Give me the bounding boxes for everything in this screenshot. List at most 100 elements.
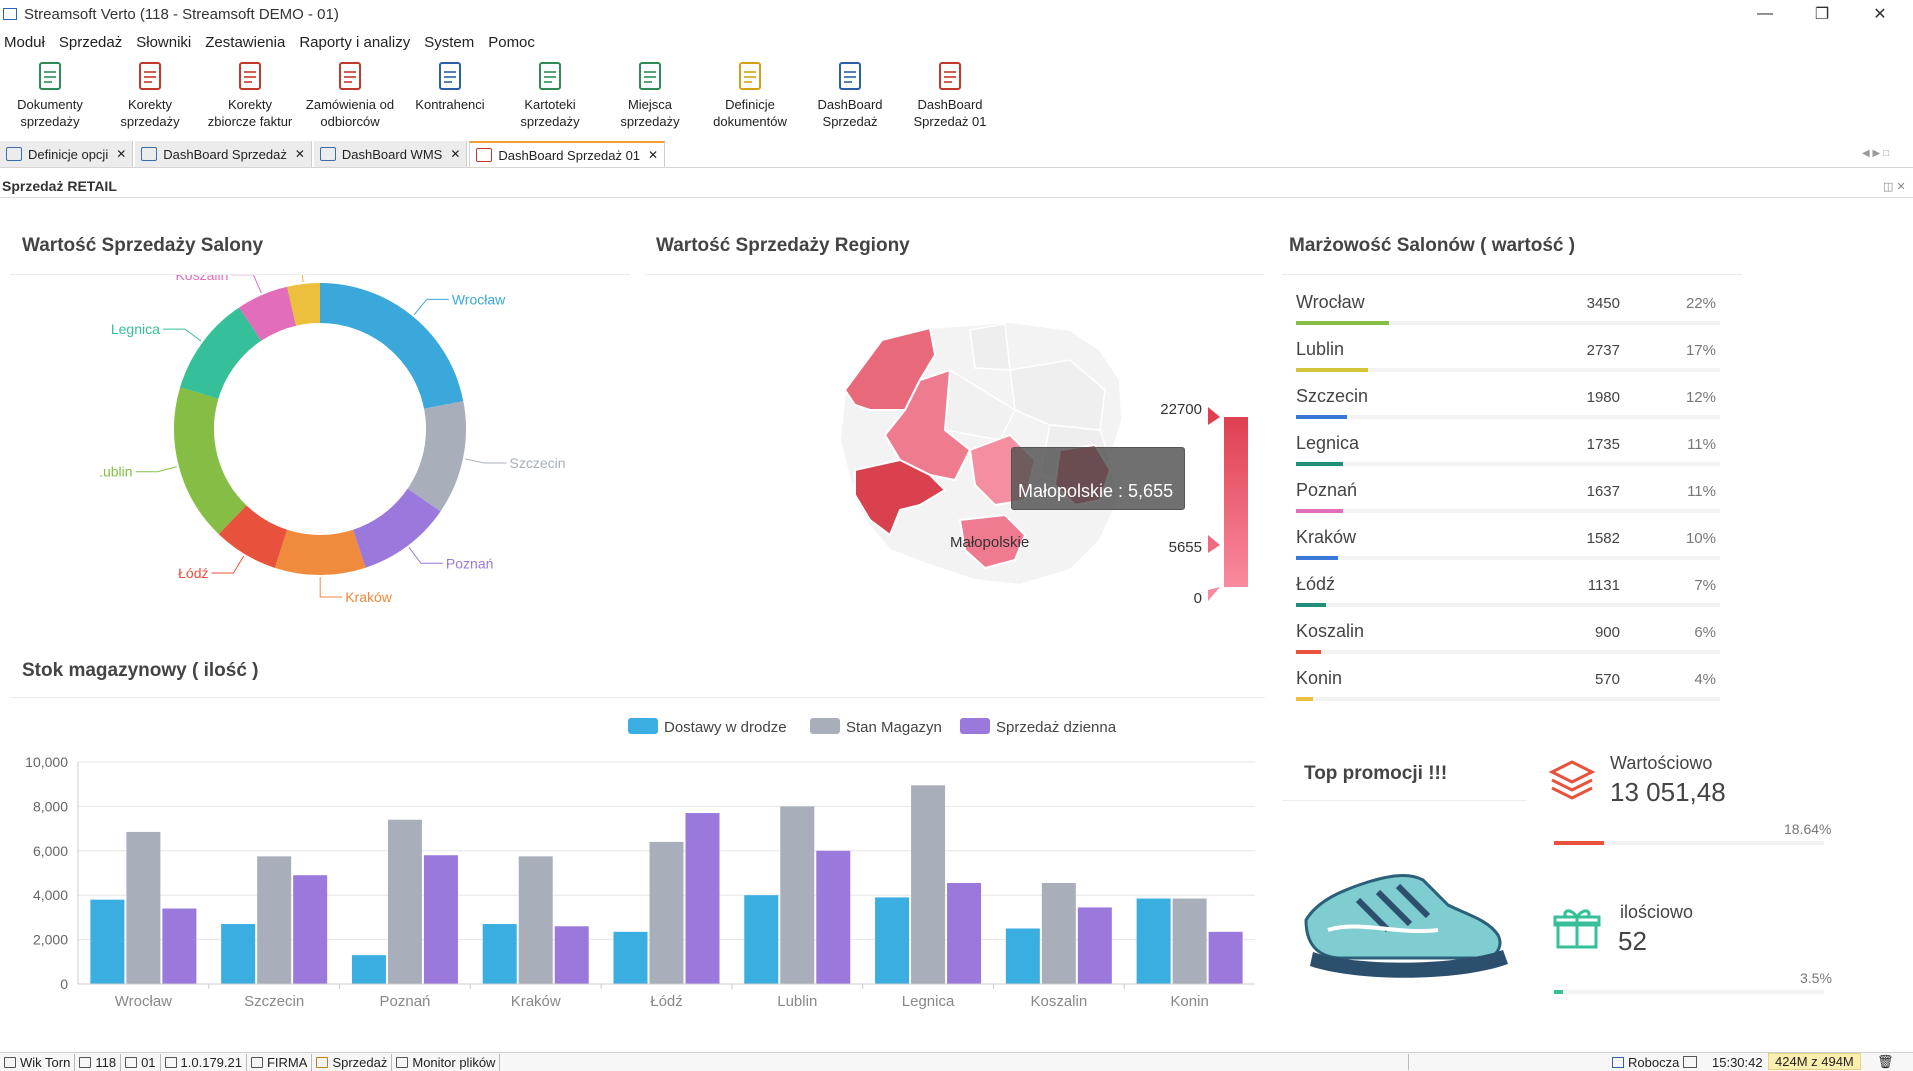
ribbon-button-8[interactable]: DashBoard Sprzedaż [800,56,900,136]
ribbon-button-5[interactable]: Kartoteki sprzedaży [500,56,600,136]
status-monitor[interactable]: Monitor plików [392,1053,501,1071]
bar[interactable] [162,908,197,984]
margin-pct: 4% [1694,671,1716,688]
ribbon-button-7[interactable]: Definicje dokumentów [700,56,800,136]
status-module-text: Sprzedaż [332,1054,388,1070]
bar[interactable] [1005,928,1040,985]
ribbon-button-2[interactable]: Korekty zbiorcze faktur [200,56,300,136]
margin-bar [1296,650,1321,654]
close-tab-icon[interactable]: ✕ [648,148,659,162]
legend-label[interactable]: Dostawy w drodze [664,719,787,736]
store-location-icon [639,62,661,90]
tab-scroll-arrows-icon[interactable]: ◀ ▶ □ [1862,148,1889,159]
x-tick-label: Legnica [902,993,955,1010]
donut-slice[interactable] [174,387,247,535]
close-window-button[interactable]: ✕ [1873,6,1887,23]
menu-modul[interactable]: Moduł [4,33,45,51]
bar[interactable] [816,850,851,984]
bar[interactable] [744,895,779,984]
legend-swatch[interactable] [628,718,658,734]
ribbon-button-0[interactable]: Dokumenty sprzedaży [0,56,100,136]
ribbon-button-4[interactable]: Kontrahenci [400,56,500,136]
ribbon-button-9[interactable]: DashBoard Sprzedaż 01 [900,56,1000,136]
status-version[interactable]: 1.0.179.21 [161,1053,247,1071]
shop-icon [939,62,961,90]
menu-zestawienia[interactable]: Zestawienia [205,33,286,51]
bar[interactable] [126,831,161,984]
status-module[interactable]: Sprzedaż [312,1053,393,1071]
donut-slice[interactable] [180,307,262,400]
bar[interactable] [221,924,256,984]
legend-swatch[interactable] [810,718,840,734]
donut-slice[interactable] [218,504,288,568]
restore-button[interactable]: ❐ [1814,6,1830,23]
close-tab-icon[interactable]: ✕ [450,147,461,161]
legend-label[interactable]: Stan Magazyn [846,719,942,736]
bar[interactable] [649,841,684,984]
close-tab-icon[interactable]: ✕ [294,147,305,161]
status-firm-code[interactable]: 118 [75,1053,122,1071]
bar[interactable] [1136,898,1171,984]
bar[interactable] [911,785,946,984]
bar[interactable] [1208,931,1243,984]
bar[interactable] [423,855,458,984]
region-dolnoslaskie[interactable] [854,458,947,537]
trash-icon[interactable]: 🗑 [1877,1054,1894,1069]
margin-row: Kraków 1582 10% [1296,522,1720,569]
status-firm[interactable]: FIRMA [247,1053,313,1071]
bar[interactable] [1041,882,1076,984]
bar[interactable] [613,931,648,984]
bar[interactable] [1172,898,1207,984]
legend-swatch[interactable] [960,718,990,734]
margin-row: Wrocław 3450 22% [1296,287,1720,334]
donut-slice[interactable] [352,488,441,568]
map-color-scale: 22700 5655 0 [1160,401,1248,607]
donut-label: Lublin [100,464,133,480]
close-tab-icon[interactable]: ✕ [116,147,127,161]
status-workspace[interactable]: Robocza [1612,1053,1698,1071]
menu-raporty[interactable]: Raporty i analizy [299,33,411,51]
bar[interactable] [875,897,910,984]
donut-slice[interactable] [239,286,297,342]
donut-slice[interactable] [287,283,321,326]
menu-sprzedaz[interactable]: Sprzedaż [58,33,123,51]
status-user[interactable]: Wik Torn [0,1053,76,1071]
widget-divider [10,274,630,275]
bar[interactable] [387,819,422,984]
bar[interactable] [90,899,125,984]
region-wielkopolskie[interactable] [883,368,972,482]
bar[interactable] [293,875,328,984]
donut-label: Łódź [178,565,208,581]
tab-dashboard-sprzedaz[interactable]: DashBoard Sprzedaż ✕ [135,141,312,167]
bar[interactable] [351,955,386,984]
panel-pin-close-icon[interactable]: ◫ ✕ [1883,181,1906,193]
tab-dashboard-wms[interactable]: DashBoard WMS ✕ [313,141,468,167]
minimize-button[interactable]: — [1757,5,1773,22]
bar[interactable] [780,806,815,984]
scale-marker-label: 5655 [1169,539,1202,556]
menu-system[interactable]: System [424,33,475,51]
tab-dashboard-sprzedaz-01[interactable]: DashBoard Sprzedaż 01 ✕ [469,141,666,167]
bar[interactable] [257,856,292,984]
bar[interactable] [1077,907,1112,984]
bar[interactable] [554,926,589,984]
ribbon-button-1[interactable]: Korekty sprzedaży [100,56,200,136]
y-tick-label: 6,000 [33,843,68,859]
bar[interactable] [947,882,982,984]
tab-definicje-opcji[interactable]: Definicje opcji ✕ [0,141,134,167]
bar[interactable] [482,924,517,984]
donut-slice[interactable] [274,529,366,575]
status-branch[interactable]: 01 [121,1053,161,1071]
menu-pomoc[interactable]: Pomoc [488,33,535,51]
ribbon-button-3[interactable]: Zamówienia od odbiorców [300,56,400,136]
ribbon-button-6[interactable]: Miejsca sprzedaży [600,56,700,136]
menu-slowniki[interactable]: Słowniki [136,33,192,51]
donut-label: Poznań [446,555,493,571]
bar[interactable] [685,813,720,984]
donut-slice[interactable] [319,283,464,410]
scale-gradient-bar [1224,417,1248,587]
bar[interactable] [518,856,553,984]
region-malopolskie[interactable] [958,513,1027,570]
donut-slice[interactable] [407,401,466,512]
legend-label[interactable]: Sprzedaż dzienna [996,719,1117,736]
